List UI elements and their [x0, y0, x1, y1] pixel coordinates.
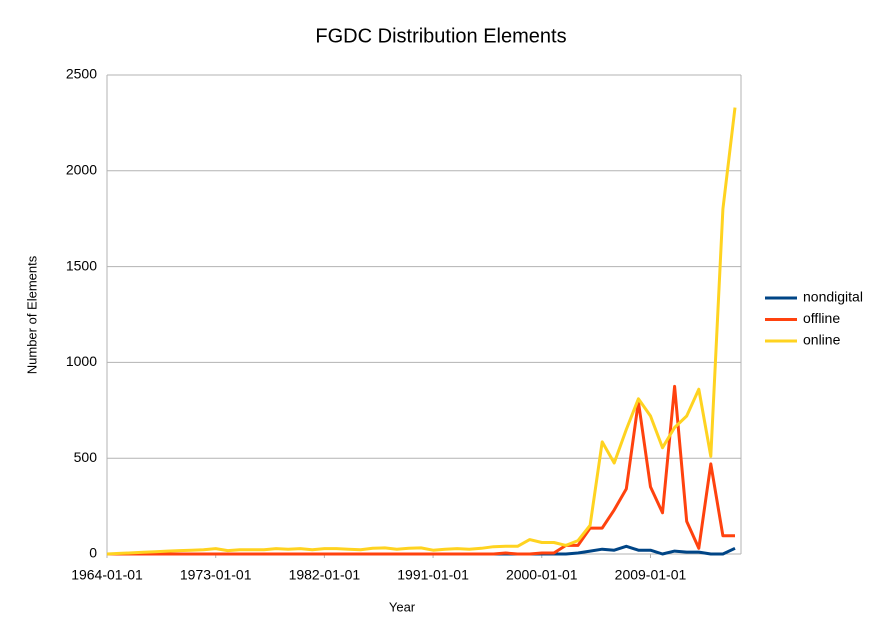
x-tick-label: 1973-01-01 [180, 567, 252, 583]
x-tick-label: 2000-01-01 [506, 567, 578, 583]
y-tick-label: 1000 [66, 353, 97, 369]
y-tick-label: 500 [74, 449, 98, 465]
x-tick-label: 1964-01-01 [71, 567, 143, 583]
x-tick-label: 1991-01-01 [397, 567, 469, 583]
series-line [106, 107, 737, 556]
y-axis-label: Number of Elements [24, 255, 39, 374]
x-tick-label: 2009-01-01 [615, 567, 687, 583]
x-tick-label: 1982-01-01 [289, 567, 361, 583]
legend-label: offline [803, 310, 840, 326]
series-line [107, 384, 735, 556]
y-tick-label: 1500 [66, 257, 97, 273]
y-tick-label: 2500 [66, 66, 97, 82]
y-tick-label: 2000 [66, 162, 97, 178]
chart-title: FGDC Distribution Elements [315, 25, 566, 47]
x-axis-label: Year [389, 599, 416, 614]
legend-label: online [803, 332, 841, 348]
legend-label: nondigital [803, 289, 863, 305]
y-tick-label: 0 [89, 545, 97, 561]
